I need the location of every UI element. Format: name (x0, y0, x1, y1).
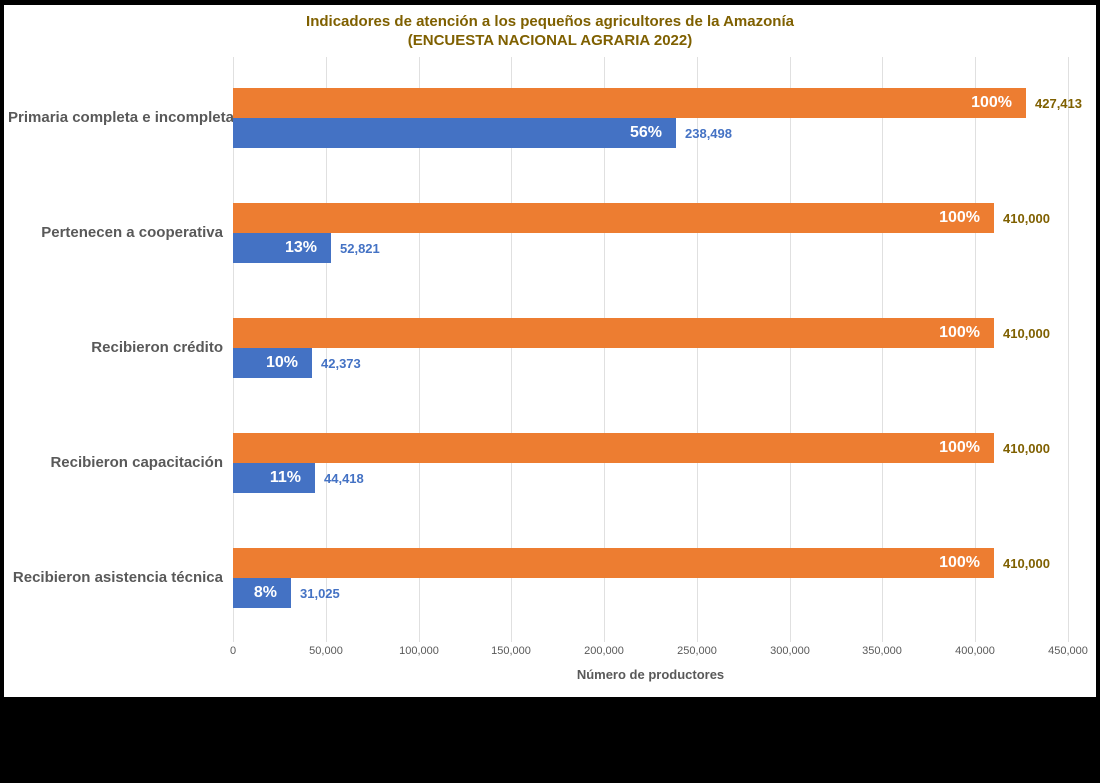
category-label: Recibieron crédito (91, 339, 223, 356)
value-label: 410,000 (1003, 211, 1050, 226)
value-label: 238,498 (685, 126, 732, 141)
bar-blue: 8% (233, 578, 291, 608)
value-label: 410,000 (1003, 441, 1050, 456)
percent-label: 11% (269, 469, 301, 486)
bar-blue: 56% (233, 118, 676, 148)
percent-label: 100% (939, 209, 980, 226)
x-tick-label: 100,000 (399, 645, 439, 657)
percent-label: 100% (971, 94, 1012, 111)
gridline (326, 57, 327, 642)
value-label: 42,373 (321, 356, 361, 371)
value-label: 52,821 (340, 241, 380, 256)
bar-blue: 13% (233, 233, 331, 263)
category-label: Recibieron capacitación (50, 454, 223, 471)
percent-label: 13% (284, 239, 317, 256)
bar-orange: 100% (233, 433, 994, 463)
chart-title-line1: Indicadores de atención a los pequeños a… (306, 13, 794, 30)
x-tick-label: 150,000 (491, 645, 531, 657)
gridline (882, 57, 883, 642)
x-tick-label: 450,000 (1048, 645, 1088, 657)
bar-orange: 100% (233, 203, 994, 233)
value-label: 410,000 (1003, 326, 1050, 341)
x-tick-label: 300,000 (770, 645, 810, 657)
category-label: Recibieron asistencia técnica (12, 569, 223, 586)
gridline (790, 57, 791, 642)
bar-orange: 100% (233, 318, 994, 348)
x-tick-label: 0 (229, 645, 237, 657)
gridline (1068, 57, 1069, 642)
bar-orange: 100% (233, 88, 1026, 118)
x-tick-label: 350,000 (862, 645, 902, 657)
value-label: 427,413 (1035, 96, 1082, 111)
bar-blue: 11% (233, 463, 315, 493)
chart-title-line2: (ENCUESTA NACIONAL AGRARIA 2022) (407, 32, 693, 49)
x-tick-label: 400,000 (955, 645, 995, 657)
percent-label: 56% (629, 124, 662, 141)
bar-orange: 100% (233, 548, 994, 578)
value-label: 44,418 (324, 471, 364, 486)
percent-label: 8% (253, 584, 277, 601)
x-tick-label: 250,000 (677, 645, 717, 657)
x-tick-label: 50,000 (309, 645, 343, 657)
gridline (604, 57, 605, 642)
x-tick-label: 200,000 (584, 645, 624, 657)
chart-panel: Indicadores de atención a los pequeños a… (4, 5, 1096, 697)
x-axis-title: Número de productores (576, 667, 725, 682)
category-label: Pertenecen a cooperativa (41, 224, 223, 241)
gridline (975, 57, 976, 642)
value-label: 410,000 (1003, 556, 1050, 571)
value-label: 31,025 (300, 586, 340, 601)
gridline (697, 57, 698, 642)
category-label: Primaria completa e incompleta (8, 109, 234, 126)
chart-title: Indicadores de atención a los pequeños a… (4, 12, 1096, 50)
gridline (419, 57, 420, 642)
percent-label: 10% (265, 354, 298, 371)
bar-blue: 10% (233, 348, 312, 378)
percent-label: 100% (939, 439, 980, 456)
gridline (511, 57, 512, 642)
percent-label: 100% (939, 554, 980, 571)
percent-label: 100% (939, 324, 980, 341)
